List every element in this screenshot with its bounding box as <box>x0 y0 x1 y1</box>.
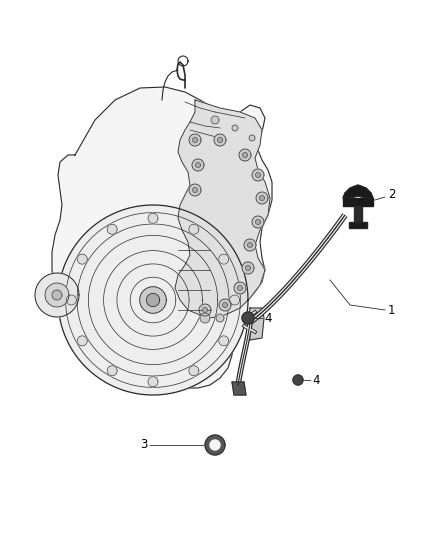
Polygon shape <box>218 138 223 142</box>
Polygon shape <box>52 290 62 300</box>
Text: 3: 3 <box>141 439 148 451</box>
Polygon shape <box>52 87 272 388</box>
Polygon shape <box>192 188 198 192</box>
Polygon shape <box>199 304 211 316</box>
Polygon shape <box>243 152 247 157</box>
Polygon shape <box>189 184 201 196</box>
Polygon shape <box>202 308 208 312</box>
Polygon shape <box>255 220 261 224</box>
Polygon shape <box>77 254 87 264</box>
Polygon shape <box>255 173 261 177</box>
Polygon shape <box>249 135 255 141</box>
Polygon shape <box>252 216 264 228</box>
Polygon shape <box>259 196 265 200</box>
Polygon shape <box>349 222 367 228</box>
Polygon shape <box>189 366 199 376</box>
Text: 4: 4 <box>264 311 272 325</box>
Polygon shape <box>189 134 201 146</box>
Polygon shape <box>35 273 79 317</box>
Polygon shape <box>205 435 225 455</box>
Polygon shape <box>237 286 243 290</box>
Polygon shape <box>242 262 254 274</box>
Polygon shape <box>77 336 87 346</box>
Polygon shape <box>146 293 159 306</box>
Polygon shape <box>293 375 303 385</box>
Polygon shape <box>210 440 220 450</box>
Polygon shape <box>189 224 199 234</box>
Polygon shape <box>354 206 362 222</box>
Polygon shape <box>223 303 227 308</box>
Polygon shape <box>232 382 246 395</box>
Polygon shape <box>219 299 231 311</box>
Polygon shape <box>45 283 69 307</box>
Polygon shape <box>192 138 198 142</box>
Text: 4: 4 <box>312 374 319 386</box>
Polygon shape <box>242 312 254 324</box>
Polygon shape <box>256 192 268 204</box>
Polygon shape <box>148 213 158 223</box>
Polygon shape <box>66 295 76 305</box>
Polygon shape <box>219 336 229 346</box>
Polygon shape <box>248 308 264 340</box>
Polygon shape <box>148 377 158 387</box>
Polygon shape <box>244 239 256 251</box>
Polygon shape <box>219 254 229 264</box>
Polygon shape <box>247 243 252 247</box>
Polygon shape <box>214 134 226 146</box>
Polygon shape <box>343 198 373 206</box>
Polygon shape <box>107 224 117 234</box>
Polygon shape <box>216 314 224 322</box>
Polygon shape <box>175 100 270 318</box>
Polygon shape <box>252 169 264 181</box>
Polygon shape <box>195 163 201 167</box>
Polygon shape <box>232 125 238 131</box>
Polygon shape <box>343 185 373 198</box>
Polygon shape <box>200 313 210 323</box>
Text: 2: 2 <box>388 189 396 201</box>
Polygon shape <box>211 116 219 124</box>
Polygon shape <box>234 282 246 294</box>
Polygon shape <box>230 295 240 305</box>
Polygon shape <box>192 159 204 171</box>
Polygon shape <box>58 205 248 395</box>
Polygon shape <box>140 287 166 313</box>
Polygon shape <box>246 265 251 271</box>
Polygon shape <box>239 149 251 161</box>
Polygon shape <box>107 366 117 376</box>
Text: 1: 1 <box>388 303 396 317</box>
